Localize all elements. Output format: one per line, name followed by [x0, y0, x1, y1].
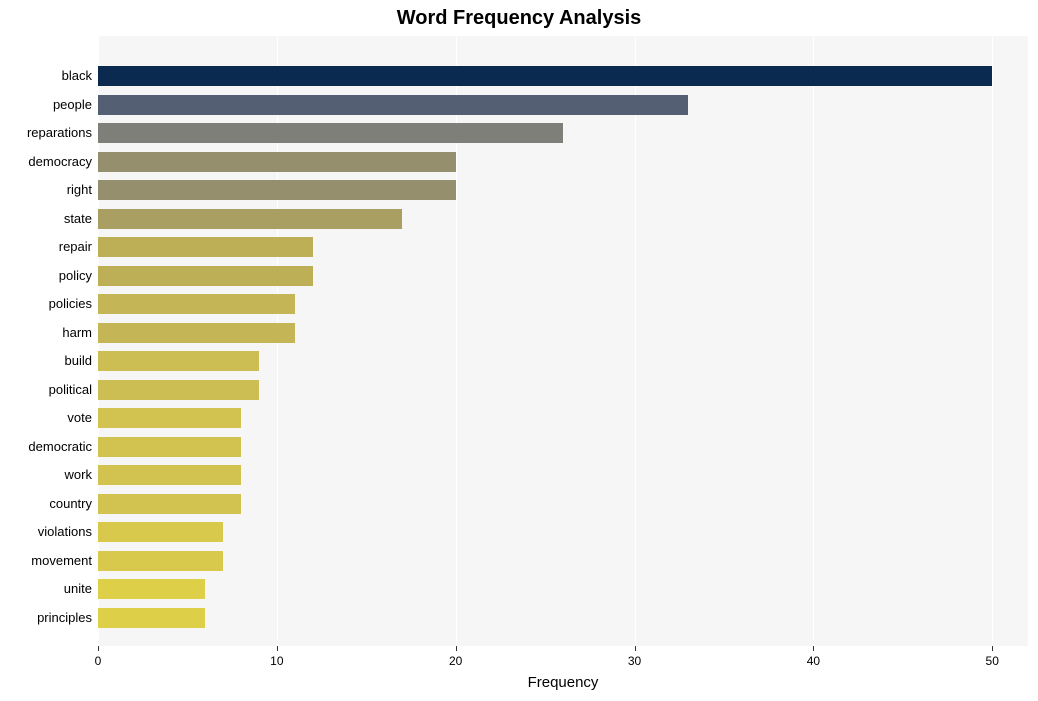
y-tick-label: policies: [0, 296, 92, 311]
y-tick-label: policy: [0, 268, 92, 283]
y-tick-label: work: [0, 467, 92, 482]
bar: [98, 551, 223, 571]
chart-title: Word Frequency Analysis: [0, 7, 1038, 30]
bar: [98, 351, 259, 371]
plot-area: [98, 36, 1028, 646]
bar: [98, 237, 313, 257]
y-tick-label: political: [0, 382, 92, 397]
y-tick-label: repair: [0, 239, 92, 254]
gridline: [992, 36, 993, 646]
bar: [98, 494, 241, 514]
y-tick-label: vote: [0, 410, 92, 425]
bar: [98, 152, 456, 172]
bar: [98, 465, 241, 485]
x-tick-label: 10: [270, 654, 283, 668]
y-tick-label: movement: [0, 553, 92, 568]
y-tick-label: state: [0, 211, 92, 226]
bar: [98, 408, 241, 428]
y-tick-label: harm: [0, 325, 92, 340]
x-tick: [992, 646, 993, 651]
bar: [98, 66, 992, 86]
y-tick-label: democracy: [0, 154, 92, 169]
y-tick-label: principles: [0, 610, 92, 625]
chart-container: Word Frequency Analysis Frequency 0 10 20 3…: [0, 0, 1038, 701]
x-tick: [456, 646, 457, 651]
y-tick-label: black: [0, 68, 92, 83]
y-tick-label: country: [0, 496, 92, 511]
y-tick-label: reparations: [0, 125, 92, 140]
x-tick: [98, 646, 99, 651]
x-tick: [635, 646, 636, 651]
gridline: [635, 36, 636, 646]
bar: [98, 522, 223, 542]
bar: [98, 323, 295, 343]
bar: [98, 95, 688, 115]
bar: [98, 180, 456, 200]
bar: [98, 209, 402, 229]
bar: [98, 437, 241, 457]
x-tick-label: 20: [449, 654, 462, 668]
bar: [98, 123, 563, 143]
gridline: [813, 36, 814, 646]
bar: [98, 380, 259, 400]
y-tick-label: democratic: [0, 439, 92, 454]
y-tick-label: violations: [0, 524, 92, 539]
x-axis-title: Frequency: [98, 674, 1028, 691]
bar: [98, 579, 205, 599]
x-tick-label: 30: [628, 654, 641, 668]
bar: [98, 294, 295, 314]
x-tick-label: 50: [986, 654, 999, 668]
x-tick: [813, 646, 814, 651]
y-tick-label: people: [0, 97, 92, 112]
x-tick: [277, 646, 278, 651]
bar: [98, 608, 205, 628]
x-tick-label: 40: [807, 654, 820, 668]
y-tick-label: right: [0, 182, 92, 197]
y-tick-label: build: [0, 353, 92, 368]
bar: [98, 266, 313, 286]
y-tick-label: unite: [0, 581, 92, 596]
x-tick-label: 0: [95, 654, 102, 668]
